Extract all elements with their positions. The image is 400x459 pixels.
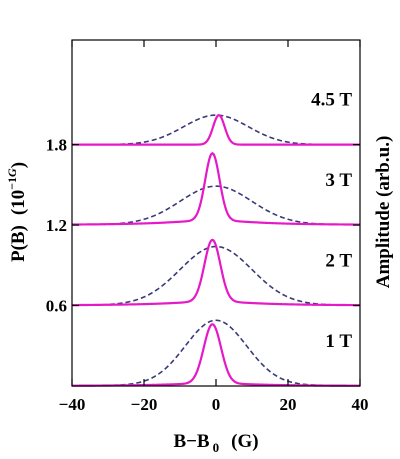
x-axis-label-unit: (G): [231, 431, 258, 452]
series-solid-2t: [71, 238, 360, 307]
y-tick-label: 1.8: [46, 136, 67, 155]
series-solid-1t: [72, 323, 360, 387]
y-axis-right-label: Amplitude (arb.u.): [373, 136, 394, 289]
x-tick-label: 20: [280, 395, 297, 414]
x-tick-label: 0: [212, 395, 221, 414]
panel-label: 3 T: [325, 170, 352, 191]
panel-label: 1 T: [325, 331, 352, 352]
series-solid-4.5t: [72, 113, 360, 146]
x-axis-label-main: B−B: [173, 431, 209, 452]
y-axis-left-unit-exp: −1: [5, 177, 19, 190]
x-tick-label: 40: [352, 395, 369, 414]
y-tick-label: 1.2: [46, 216, 67, 235]
series-solid-3t: [72, 152, 361, 226]
y-tick-label: 0.6: [46, 297, 67, 316]
y-axis-left-label: P(B) (10−1G): [5, 162, 29, 262]
ticks: −40 −20 0 20 40 0.6 1.2 1.8: [46, 40, 369, 414]
y-axis-left-label-main: P(B): [8, 225, 29, 262]
y-axis-left-unit-italic: G: [5, 168, 19, 177]
x-tick-label: −20: [131, 395, 158, 414]
series-dashed-4.5t: [72, 114, 339, 146]
panel-label: 2 T: [325, 251, 352, 272]
plot-lines: [71, 113, 361, 387]
series-dashed-2t: [93, 245, 360, 307]
x-axis-label-sub: 0: [213, 440, 220, 455]
series-dashed-1t: [104, 319, 361, 387]
panel-labels: 4.5 T 3 T 2 T 1 T: [311, 90, 352, 352]
y-axis-left-unit-prefix: (10: [8, 190, 29, 215]
y-axis-left-unit-suffix: ): [8, 162, 29, 168]
panel-label: 4.5 T: [311, 90, 352, 111]
series-dashed-3t: [72, 185, 360, 226]
x-tick-label: −40: [59, 395, 86, 414]
x-axis-label: B−B 0 (G): [173, 431, 258, 455]
